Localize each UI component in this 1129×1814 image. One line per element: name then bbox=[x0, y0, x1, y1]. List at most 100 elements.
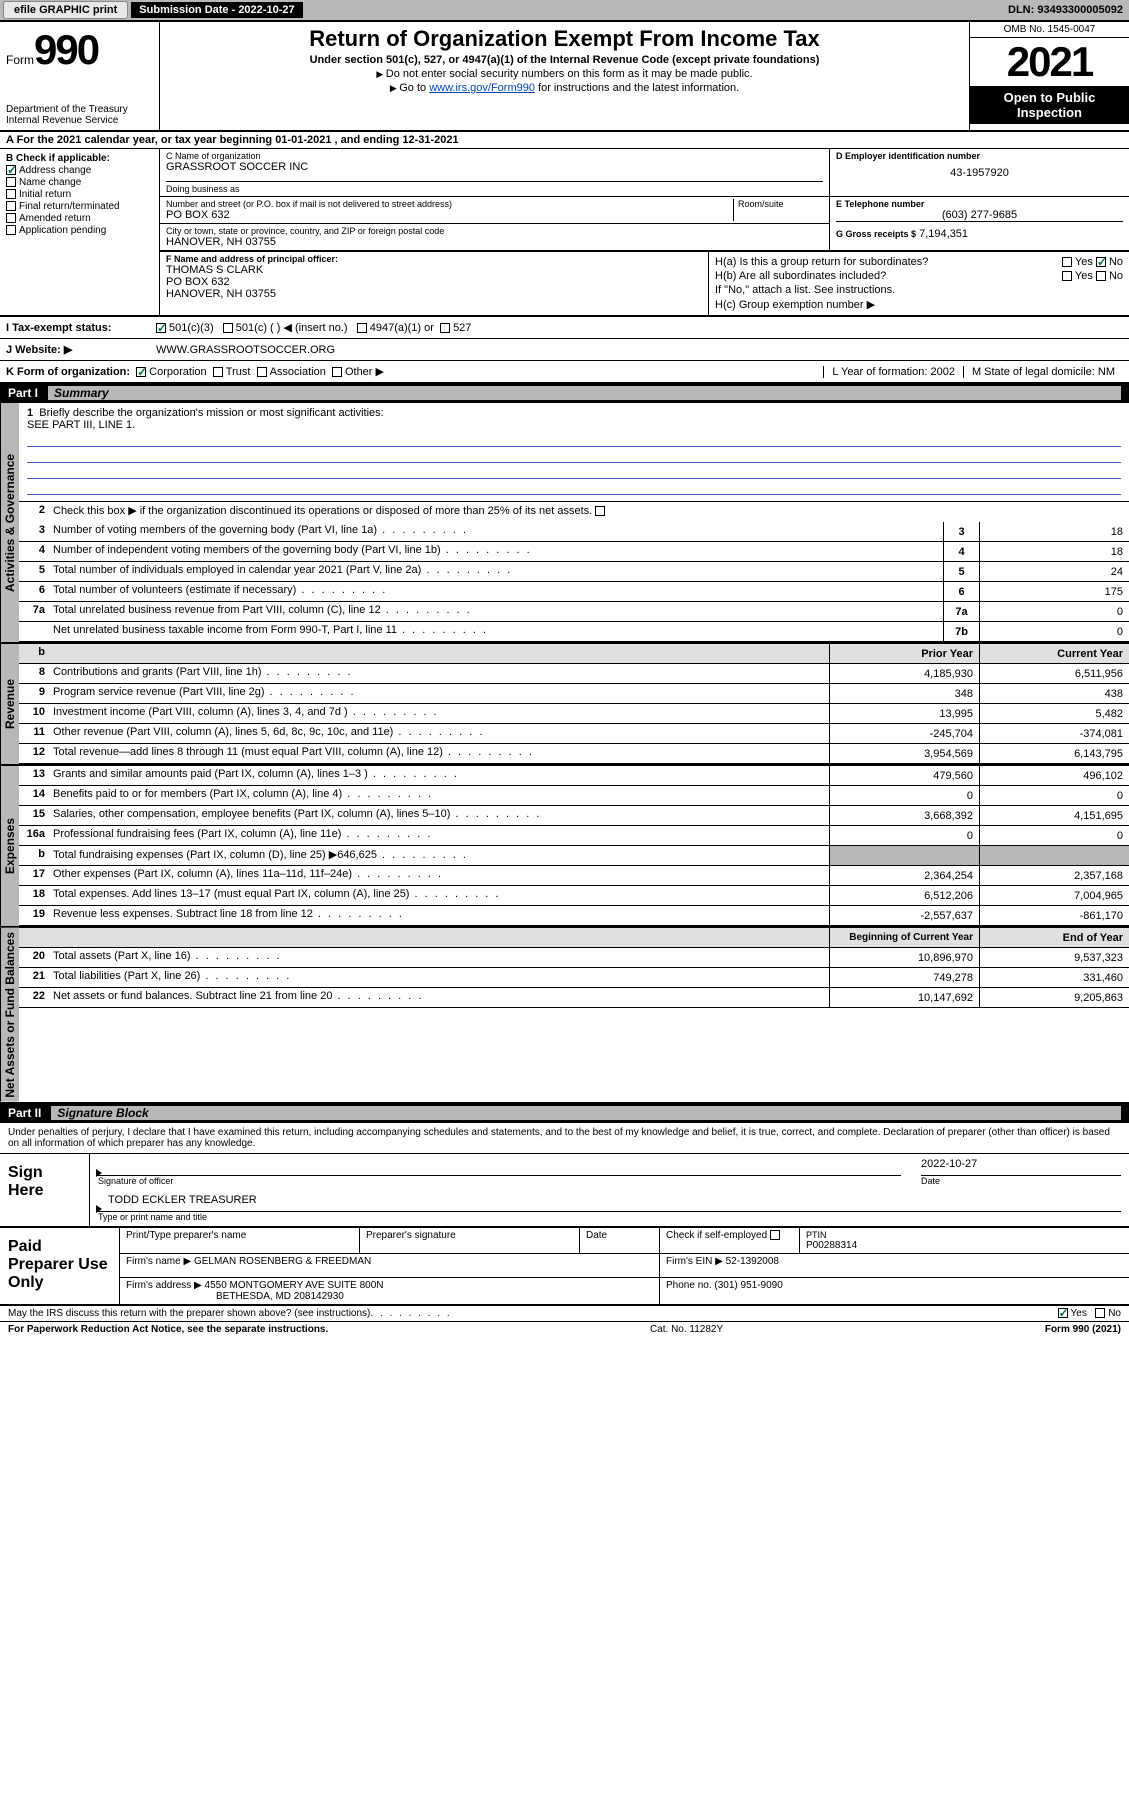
501c-checkbox[interactable] bbox=[223, 323, 233, 333]
col-b-checkbox[interactable] bbox=[6, 225, 16, 235]
paid-preparer-label: Paid Preparer Use Only bbox=[0, 1228, 120, 1304]
firm-addr-label: Firm's address ▶ bbox=[126, 1280, 202, 1291]
data-line: 10Investment income (Part VIII, column (… bbox=[19, 704, 1129, 724]
line-desc: Grants and similar amounts paid (Part IX… bbox=[49, 766, 829, 785]
irs-link[interactable]: www.irs.gov/Form990 bbox=[429, 82, 535, 94]
efile-print-button[interactable]: efile GRAPHIC print bbox=[3, 1, 128, 19]
footer-discuss-row: May the IRS discuss this return with the… bbox=[0, 1306, 1129, 1321]
data-line: 18Total expenses. Add lines 13–17 (must … bbox=[19, 886, 1129, 906]
line-box: 4 bbox=[943, 542, 979, 561]
row-i-tax-status: I Tax-exempt status: 501(c)(3) 501(c) ( … bbox=[0, 317, 1129, 339]
col-b-item: Initial return bbox=[6, 189, 153, 200]
line-num: 17 bbox=[19, 866, 49, 885]
row-k-form-org: K Form of organization: Corporation Trus… bbox=[0, 361, 1129, 384]
dba-label: Doing business as bbox=[166, 184, 823, 194]
col-cde: C Name of organization GRASSROOT SOCCER … bbox=[160, 149, 1129, 315]
assoc-checkbox[interactable] bbox=[257, 367, 267, 377]
h-a-yes-checkbox[interactable] bbox=[1062, 257, 1072, 267]
header-left: Form 990 Department of the Treasury Inte… bbox=[0, 22, 160, 130]
prior-value: 3,668,392 bbox=[829, 806, 979, 825]
h-a-no-checkbox[interactable] bbox=[1096, 257, 1106, 267]
year-formation: L Year of formation: 2002 bbox=[823, 366, 963, 378]
part2-title: Signature Block bbox=[51, 1106, 1121, 1120]
col-b-checkbox[interactable] bbox=[6, 165, 16, 175]
527-checkbox[interactable] bbox=[440, 323, 450, 333]
col-b-checkbox[interactable] bbox=[6, 201, 16, 211]
current-value: 438 bbox=[979, 684, 1129, 703]
officer-addr1: PO BOX 632 bbox=[166, 276, 702, 288]
footer-bottom-row: For Paperwork Reduction Act Notice, see … bbox=[0, 1321, 1129, 1337]
line-value: 0 bbox=[979, 602, 1129, 621]
line-num bbox=[19, 622, 49, 641]
data-line: bTotal fundraising expenses (Part IX, co… bbox=[19, 846, 1129, 866]
current-value: 0 bbox=[979, 786, 1129, 805]
h-b-yes-checkbox[interactable] bbox=[1062, 271, 1072, 281]
perjury-declaration: Under penalties of perjury, I declare th… bbox=[0, 1123, 1129, 1154]
line-box: 5 bbox=[943, 562, 979, 581]
prior-value: 10,147,692 bbox=[829, 988, 979, 1007]
net-assets-section: Net Assets or Fund Balances Beginning of… bbox=[0, 928, 1129, 1104]
self-employed-checkbox[interactable] bbox=[770, 1230, 780, 1240]
col-b-item-label: Application pending bbox=[19, 225, 106, 236]
discuss-yes-checkbox[interactable] bbox=[1058, 1308, 1068, 1318]
gov-line: 5Total number of individuals employed in… bbox=[19, 562, 1129, 582]
col-b-item: Application pending bbox=[6, 225, 153, 236]
line-value: 24 bbox=[979, 562, 1129, 581]
current-value: -861,170 bbox=[979, 906, 1129, 925]
gov-line: 3Number of voting members of the governi… bbox=[19, 522, 1129, 542]
data-line: 21Total liabilities (Part X, line 26)749… bbox=[19, 968, 1129, 988]
open-public-badge: Open to Public Inspection bbox=[970, 86, 1129, 124]
line2-checkbox[interactable] bbox=[595, 506, 605, 516]
line-num: 22 bbox=[19, 988, 49, 1007]
col-b-item-label: Address change bbox=[19, 165, 91, 176]
h-b-no-checkbox[interactable] bbox=[1096, 271, 1106, 281]
corp-checkbox[interactable] bbox=[136, 367, 146, 377]
line-num: 11 bbox=[19, 724, 49, 743]
501c3-checkbox[interactable] bbox=[156, 323, 166, 333]
current-value: 7,004,965 bbox=[979, 886, 1129, 905]
begin-year-header: Beginning of Current Year bbox=[829, 928, 979, 947]
revenue-section: Revenue b Prior Year Current Year 8Contr… bbox=[0, 644, 1129, 766]
other-checkbox[interactable] bbox=[332, 367, 342, 377]
line-desc: Other revenue (Part VIII, column (A), li… bbox=[49, 724, 829, 743]
col-b-checkbox[interactable] bbox=[6, 177, 16, 187]
expenses-section: Expenses 13Grants and similar amounts pa… bbox=[0, 766, 1129, 928]
prep-date-label: Date bbox=[580, 1228, 660, 1253]
part2-label: Part II bbox=[8, 1106, 51, 1120]
col-b-item: Final return/terminated bbox=[6, 201, 153, 212]
data-line: 9Program service revenue (Part VIII, lin… bbox=[19, 684, 1129, 704]
form-subtitle: Under section 501(c), 527, or 4947(a)(1)… bbox=[170, 54, 959, 66]
current-year-header: Current Year bbox=[979, 644, 1129, 663]
data-line: 11Other revenue (Part VIII, column (A), … bbox=[19, 724, 1129, 744]
col-b-label: B Check if applicable: bbox=[6, 153, 153, 164]
prior-value bbox=[829, 846, 979, 865]
line-num: 18 bbox=[19, 886, 49, 905]
prior-value: 2,364,254 bbox=[829, 866, 979, 885]
current-value: 6,511,956 bbox=[979, 664, 1129, 683]
trust-checkbox[interactable] bbox=[213, 367, 223, 377]
line-desc: Total number of individuals employed in … bbox=[49, 562, 943, 581]
line-num: 14 bbox=[19, 786, 49, 805]
firm-name: GELMAN ROSENBERG & FREEDMAN bbox=[194, 1256, 371, 1267]
governance-section: Activities & Governance 1 Briefly descri… bbox=[0, 403, 1129, 644]
website-value: WWW.GRASSROOTSOCCER.ORG bbox=[156, 344, 335, 356]
col-b-checkbox[interactable] bbox=[6, 189, 16, 199]
prep-self-employed: Check if self-employed bbox=[660, 1228, 800, 1253]
col-b-item: Name change bbox=[6, 177, 153, 188]
gov-line: 6Total number of volunteers (estimate if… bbox=[19, 582, 1129, 602]
data-line: 19Revenue less expenses. Subtract line 1… bbox=[19, 906, 1129, 926]
paperwork-notice: For Paperwork Reduction Act Notice, see … bbox=[8, 1324, 328, 1335]
row-j-website: J Website: ▶ WWW.GRASSROOTSOCCER.ORG bbox=[0, 339, 1129, 361]
current-value: 6,143,795 bbox=[979, 744, 1129, 763]
addr-value: PO BOX 632 bbox=[166, 209, 733, 221]
prior-year-header: Prior Year bbox=[829, 644, 979, 663]
col-b-checkbox[interactable] bbox=[6, 213, 16, 223]
line-value: 18 bbox=[979, 522, 1129, 541]
line-desc: Net unrelated business taxable income fr… bbox=[49, 622, 943, 641]
data-line: 20Total assets (Part X, line 16)10,896,9… bbox=[19, 948, 1129, 968]
col-b-item: Amended return bbox=[6, 213, 153, 224]
discuss-no-checkbox[interactable] bbox=[1095, 1308, 1105, 1318]
prior-value: -2,557,637 bbox=[829, 906, 979, 925]
4947a1-checkbox[interactable] bbox=[357, 323, 367, 333]
gov-line: Net unrelated business taxable income fr… bbox=[19, 622, 1129, 642]
